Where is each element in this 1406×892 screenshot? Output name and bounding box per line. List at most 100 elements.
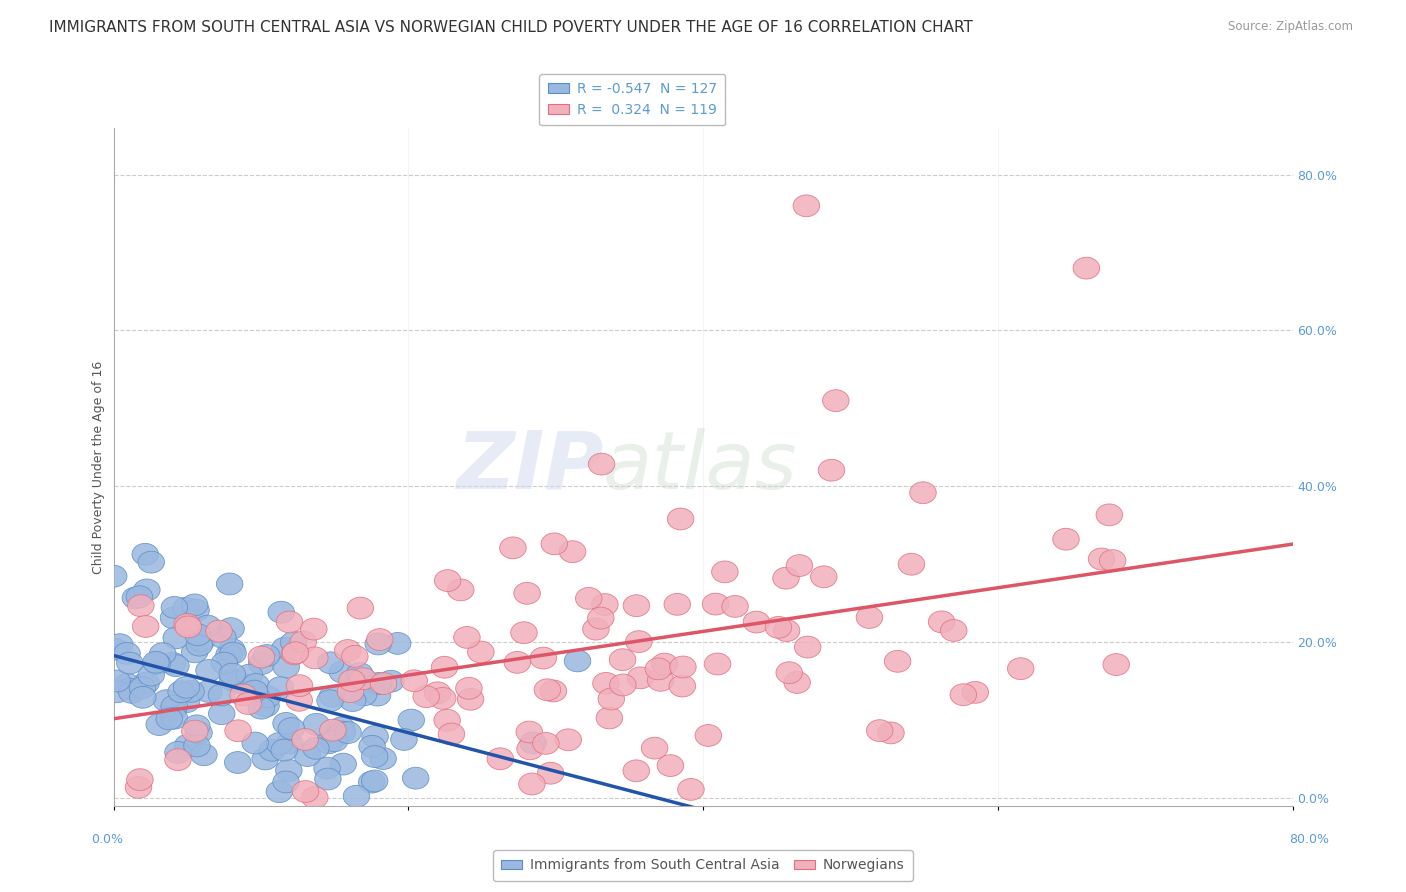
Ellipse shape (217, 573, 243, 595)
Ellipse shape (181, 641, 208, 663)
Ellipse shape (287, 674, 312, 697)
Ellipse shape (910, 482, 936, 504)
Ellipse shape (793, 194, 820, 217)
Ellipse shape (276, 759, 302, 781)
Ellipse shape (149, 643, 176, 665)
Ellipse shape (100, 566, 127, 587)
Ellipse shape (127, 586, 153, 607)
Ellipse shape (104, 681, 131, 703)
Ellipse shape (128, 595, 155, 616)
Ellipse shape (866, 720, 893, 741)
Ellipse shape (186, 634, 212, 656)
Ellipse shape (456, 677, 482, 699)
Ellipse shape (253, 645, 280, 666)
Ellipse shape (941, 620, 967, 641)
Ellipse shape (364, 684, 391, 706)
Ellipse shape (117, 678, 143, 700)
Ellipse shape (447, 579, 474, 601)
Ellipse shape (163, 627, 190, 648)
Ellipse shape (884, 650, 911, 673)
Ellipse shape (366, 673, 392, 694)
Ellipse shape (339, 690, 366, 712)
Ellipse shape (273, 657, 299, 678)
Ellipse shape (225, 672, 252, 693)
Ellipse shape (314, 757, 340, 779)
Ellipse shape (321, 726, 347, 748)
Ellipse shape (269, 601, 294, 624)
Ellipse shape (162, 597, 187, 618)
Ellipse shape (165, 748, 191, 771)
Ellipse shape (505, 651, 530, 673)
Ellipse shape (898, 553, 925, 575)
Ellipse shape (235, 692, 262, 714)
Ellipse shape (195, 681, 222, 702)
Ellipse shape (319, 685, 346, 707)
Ellipse shape (541, 533, 568, 555)
Ellipse shape (173, 676, 200, 698)
Ellipse shape (229, 684, 256, 706)
Ellipse shape (1008, 657, 1033, 680)
Ellipse shape (647, 669, 673, 691)
Ellipse shape (205, 620, 232, 642)
Ellipse shape (235, 675, 262, 698)
Ellipse shape (236, 665, 263, 686)
Ellipse shape (588, 607, 614, 629)
Ellipse shape (267, 677, 294, 698)
Ellipse shape (555, 729, 582, 751)
Ellipse shape (1099, 549, 1126, 572)
Ellipse shape (370, 673, 396, 695)
Ellipse shape (530, 648, 557, 669)
Ellipse shape (285, 690, 312, 711)
Ellipse shape (107, 633, 134, 656)
Ellipse shape (319, 719, 346, 741)
Ellipse shape (384, 632, 411, 655)
Ellipse shape (242, 681, 267, 702)
Ellipse shape (1073, 257, 1099, 279)
Ellipse shape (962, 681, 988, 703)
Ellipse shape (540, 680, 567, 702)
Ellipse shape (118, 681, 145, 703)
Ellipse shape (153, 690, 180, 712)
Ellipse shape (1097, 504, 1122, 525)
Ellipse shape (208, 703, 235, 724)
Ellipse shape (765, 616, 792, 639)
Ellipse shape (318, 652, 344, 673)
Ellipse shape (315, 768, 342, 790)
Legend: R = -0.547  N = 127, R =  0.324  N = 119: R = -0.547 N = 127, R = 0.324 N = 119 (540, 74, 725, 126)
Ellipse shape (252, 748, 278, 770)
Ellipse shape (167, 681, 194, 703)
Ellipse shape (165, 741, 191, 764)
Ellipse shape (159, 652, 186, 674)
Ellipse shape (626, 631, 652, 653)
Ellipse shape (177, 681, 204, 702)
Ellipse shape (219, 669, 246, 691)
Ellipse shape (347, 597, 374, 619)
Ellipse shape (413, 686, 440, 707)
Ellipse shape (188, 630, 215, 652)
Ellipse shape (184, 735, 211, 756)
Ellipse shape (127, 769, 153, 790)
Ellipse shape (209, 626, 236, 648)
Ellipse shape (856, 607, 883, 628)
Ellipse shape (785, 672, 810, 693)
Ellipse shape (138, 551, 165, 573)
Ellipse shape (186, 722, 212, 744)
Ellipse shape (219, 642, 246, 664)
Ellipse shape (329, 717, 356, 739)
Ellipse shape (184, 624, 211, 646)
Ellipse shape (657, 755, 683, 777)
Ellipse shape (129, 686, 156, 708)
Ellipse shape (104, 670, 131, 692)
Ellipse shape (125, 776, 152, 798)
Ellipse shape (425, 681, 451, 704)
Ellipse shape (292, 729, 318, 750)
Ellipse shape (276, 611, 302, 632)
Ellipse shape (114, 673, 141, 696)
Ellipse shape (101, 639, 128, 660)
Ellipse shape (823, 390, 849, 411)
Ellipse shape (173, 690, 200, 713)
Ellipse shape (271, 739, 298, 761)
Legend: Immigrants from South Central Asia, Norwegians: Immigrants from South Central Asia, Norw… (494, 850, 912, 880)
Ellipse shape (160, 699, 186, 722)
Ellipse shape (627, 667, 654, 689)
